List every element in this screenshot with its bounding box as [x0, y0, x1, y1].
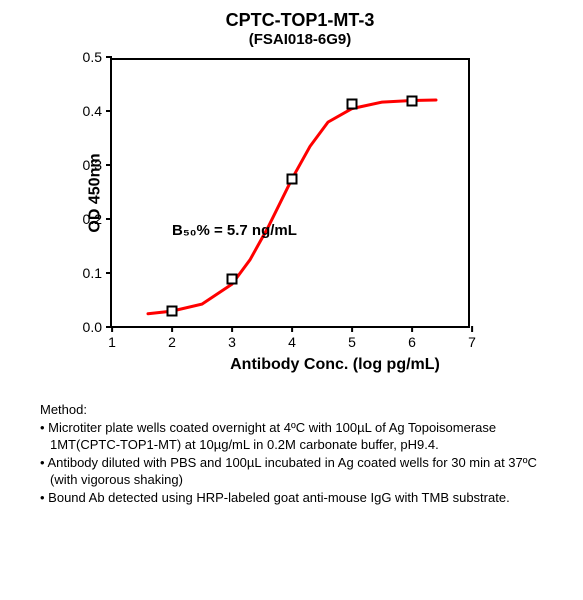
chart-subtitle: (FSAI018-6G9): [40, 31, 560, 48]
method-section: Method: • Microtiter plate wells coated …: [40, 401, 550, 506]
x-tick-label: 4: [288, 332, 296, 350]
x-tick: 6: [408, 326, 416, 350]
x-tick-label: 7: [468, 332, 476, 350]
data-marker: [407, 95, 418, 106]
x-axis-label: Antibody Conc. (log pg/mL): [110, 356, 560, 374]
x-tick: 7: [468, 326, 476, 350]
method-bullet: • Microtiter plate wells coated overnigh…: [40, 419, 550, 454]
y-tick: 0.4: [83, 103, 112, 119]
method-bullet: • Antibody diluted with PBS and 100µL in…: [40, 454, 550, 489]
y-tick-label: 0.5: [83, 49, 106, 65]
fit-curve: [112, 60, 472, 330]
y-tick-label: 0.3: [83, 157, 106, 173]
plot-area: OD 450nm B₅₀% = 5.7 ng/mL 0.00.10.20.30.…: [110, 58, 560, 374]
method-bullet: • Bound Ab detected using HRP-labeled go…: [40, 489, 550, 507]
method-heading: Method:: [40, 401, 550, 419]
plot-box: OD 450nm B₅₀% = 5.7 ng/mL 0.00.10.20.30.…: [110, 58, 470, 328]
data-marker: [227, 273, 238, 284]
x-tick-label: 1: [108, 332, 116, 350]
x-tick-label: 5: [348, 332, 356, 350]
chart-container: CPTC-TOP1-MT-3 (FSAI018-6G9) OD 450nm B₅…: [40, 10, 560, 374]
chart-title: CPTC-TOP1-MT-3: [40, 10, 560, 31]
x-tick: 1: [108, 326, 116, 350]
y-tick-label: 0.2: [83, 211, 106, 227]
data-marker: [167, 306, 178, 317]
y-tick: 0.2: [83, 211, 112, 227]
y-tick-label: 0.1: [83, 265, 106, 281]
y-tick: 0.5: [83, 49, 112, 65]
x-tick: 4: [288, 326, 296, 350]
data-marker: [347, 99, 358, 110]
data-marker: [287, 173, 298, 184]
x-tick-label: 3: [228, 332, 236, 350]
x-tick-label: 6: [408, 332, 416, 350]
x-tick: 5: [348, 326, 356, 350]
b50-annotation: B₅₀% = 5.7 ng/mL: [172, 222, 297, 239]
method-list: • Microtiter plate wells coated overnigh…: [40, 419, 550, 507]
y-tick: 0.1: [83, 265, 112, 281]
y-tick: 0.3: [83, 157, 112, 173]
x-tick: 3: [228, 326, 236, 350]
x-tick-label: 2: [168, 332, 176, 350]
y-tick-label: 0.4: [83, 103, 106, 119]
y-tick-label: 0.0: [83, 319, 106, 335]
x-tick: 2: [168, 326, 176, 350]
